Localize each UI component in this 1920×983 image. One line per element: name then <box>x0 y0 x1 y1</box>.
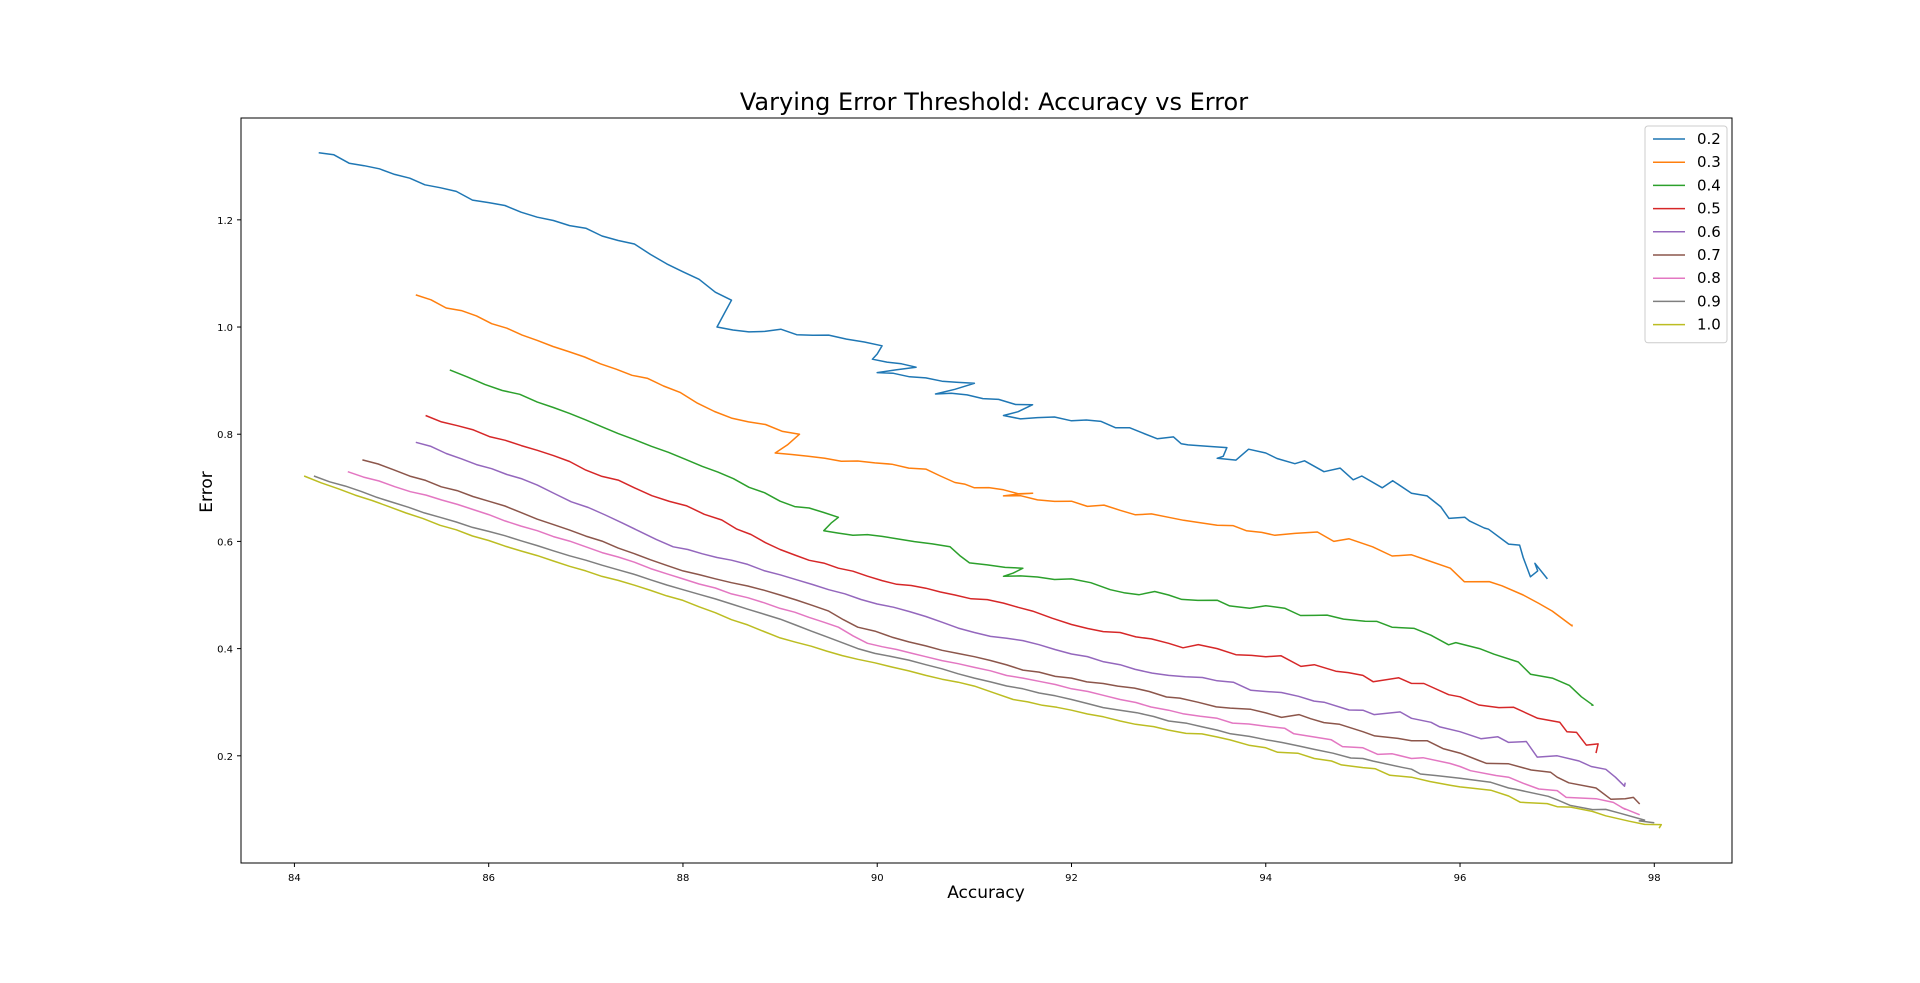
series-line-0.3 <box>415 294 1573 627</box>
series-line-0.5 <box>425 414 1599 754</box>
y-axis: 0.2 0.4 0.6 0.8 1.0 1.2 <box>217 216 241 763</box>
y-axis-label: Error <box>197 471 217 512</box>
x-tick-label: 84 <box>288 873 301 884</box>
series-line-0.9 <box>313 475 1655 824</box>
x-axis: 84 86 88 90 92 94 96 98 <box>288 863 1661 884</box>
series-line-0.6 <box>415 441 1626 787</box>
legend-label-0.5: 0.5 <box>1697 200 1721 218</box>
y-tick-label: 0.2 <box>217 752 233 763</box>
legend-label-0.2: 0.2 <box>1697 130 1721 148</box>
plot-area <box>303 152 1663 829</box>
x-tick-label: 96 <box>1454 873 1467 884</box>
legend-label-0.6: 0.6 <box>1697 223 1721 241</box>
plot-frame <box>240 117 1733 864</box>
legend-label-0.3: 0.3 <box>1697 153 1721 171</box>
series-line-0.2 <box>318 152 1548 580</box>
x-axis-label: Accuracy <box>947 883 1025 903</box>
x-tick-label: 94 <box>1259 873 1272 884</box>
series-line-0.8 <box>347 470 1640 816</box>
series-line-1.0 <box>303 475 1663 829</box>
legend-label-0.7: 0.7 <box>1697 246 1721 264</box>
x-tick-label: 98 <box>1648 873 1661 884</box>
y-tick-label: 0.8 <box>217 430 233 441</box>
y-tick-label: 1.0 <box>217 323 233 334</box>
y-tick-label: 0.6 <box>217 537 233 548</box>
x-tick-label: 90 <box>871 873 884 884</box>
x-tick-label: 88 <box>677 873 690 884</box>
legend-label-0.4: 0.4 <box>1697 176 1721 194</box>
legend: 0.2 0.3 0.4 0.5 0.6 0.7 0.8 0.9 1.0 <box>1644 125 1728 344</box>
series-line-0.4 <box>449 369 1594 706</box>
y-tick-label: 1.2 <box>217 216 233 227</box>
y-tick-label: 0.4 <box>217 645 233 656</box>
legend-label-0.8: 0.8 <box>1697 269 1721 287</box>
chart-title: Varying Error Threshold: Accuracy vs Err… <box>740 88 1248 116</box>
legend-label-1.0: 1.0 <box>1697 316 1721 334</box>
x-tick-label: 92 <box>1065 873 1078 884</box>
legend-box <box>1644 125 1728 344</box>
series-line-0.7 <box>362 459 1641 805</box>
legend-label-0.9: 0.9 <box>1697 292 1721 310</box>
x-tick-label: 86 <box>482 873 495 884</box>
